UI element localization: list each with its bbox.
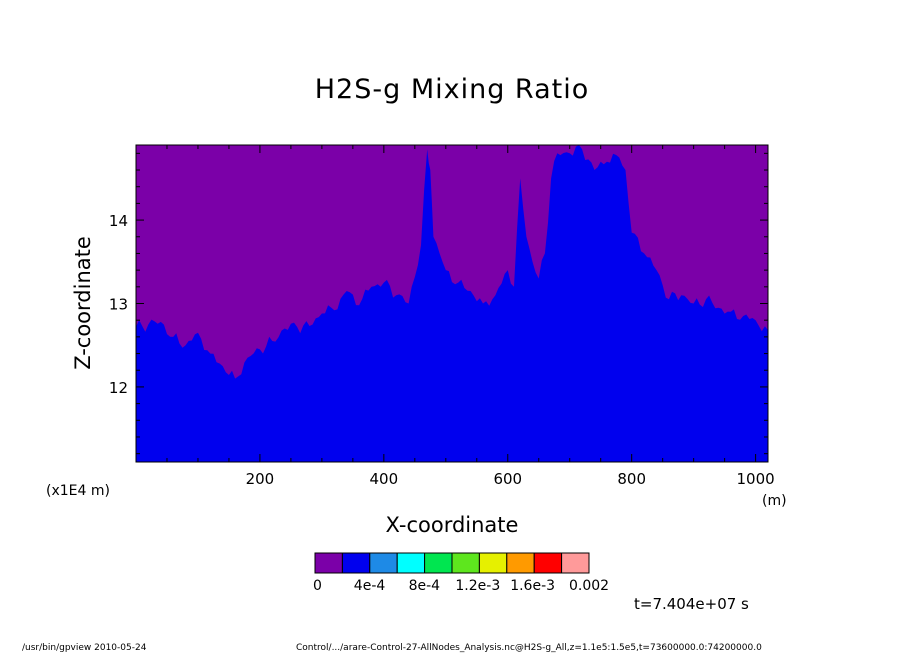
y-tick-label: 12	[109, 379, 128, 397]
colorbar-label: 0	[313, 578, 322, 594]
y-axis-label: Z-coordinate	[71, 236, 95, 370]
colorbar-swatch	[369, 552, 398, 574]
colorbar-swatch	[341, 552, 371, 574]
colorbar-label: 1.2e-3	[455, 578, 501, 594]
lower-region	[136, 145, 768, 462]
colorbar-swatch	[478, 552, 508, 574]
x-tick-label: 400	[370, 470, 399, 488]
colorbar-label: 4e-4	[353, 578, 386, 594]
colorbar	[314, 552, 590, 574]
footer-right: Control/.../arare-Control-27-AllNodes_An…	[296, 643, 762, 653]
colorbar-swatch	[424, 552, 453, 574]
x-tick-label: 200	[246, 470, 275, 488]
colorbar-label: 1.6e-3	[510, 578, 556, 594]
y-axis-unit: (x1E4 m)	[46, 483, 110, 499]
colorbar-swatch	[533, 552, 563, 574]
colorbar-swatch	[506, 552, 535, 574]
x-axis-unit: (m)	[762, 493, 787, 509]
colorbar-swatch	[451, 552, 480, 574]
x-tick-label: 1000	[737, 470, 775, 488]
colorbar-label: 8e-4	[408, 578, 441, 594]
footer-left: /usr/bin/gpview 2010-05-24	[22, 643, 147, 653]
colorbar-swatch	[561, 552, 590, 574]
chart-title: H2S-g Mixing Ratio	[314, 74, 590, 105]
colorbar-swatch	[396, 552, 426, 574]
x-axis-label: X-coordinate	[385, 513, 519, 537]
time-stamp: t=7.404e+07 s	[634, 595, 749, 613]
x-tick-label: 800	[617, 470, 646, 488]
y-tick-label: 13	[109, 296, 128, 314]
colorbar-swatch	[314, 552, 343, 574]
x-tick-label: 600	[493, 470, 522, 488]
colorbar-label: 0.002	[569, 578, 610, 594]
y-tick-label: 14	[109, 212, 128, 230]
